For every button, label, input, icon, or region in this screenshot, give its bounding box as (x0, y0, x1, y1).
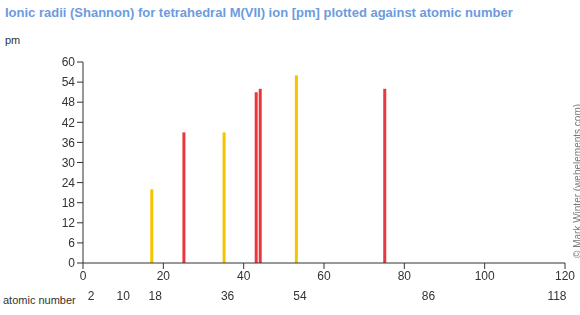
svg-text:54: 54 (293, 289, 307, 303)
svg-text:0: 0 (68, 256, 75, 270)
svg-text:42: 42 (62, 116, 76, 130)
svg-text:100: 100 (475, 269, 495, 283)
html-text:atomic number: atomic number (3, 294, 76, 306)
svg-text:60: 60 (62, 55, 76, 69)
svg-text:6: 6 (68, 236, 75, 250)
svg-text:48: 48 (62, 95, 76, 109)
svg-text:18: 18 (149, 289, 163, 303)
svg-text:120: 120 (555, 269, 572, 283)
svg-text:86: 86 (422, 289, 436, 303)
svg-text:36: 36 (221, 289, 235, 303)
html-text:Ionic radii (Shannon) for tetr: Ionic radii (Shannon) for tetrahedral M(… (5, 5, 513, 20)
svg-text:24: 24 (62, 176, 76, 190)
svg-text:40: 40 (237, 269, 251, 283)
svg-text:36: 36 (62, 136, 76, 150)
svg-text:18: 18 (62, 196, 76, 210)
svg-text:0: 0 (80, 269, 87, 283)
svg-text:54: 54 (62, 75, 76, 89)
html-text:pm: pm (5, 34, 21, 46)
svg-text:118: 118 (547, 289, 566, 303)
svg-text:80: 80 (398, 269, 412, 283)
svg-text:60: 60 (317, 269, 331, 283)
svg-text:12: 12 (62, 216, 76, 230)
svg-text:30: 30 (62, 156, 76, 170)
svg-text:10: 10 (116, 289, 130, 303)
svg-text:2: 2 (88, 289, 95, 303)
svg-text:20: 20 (157, 269, 171, 283)
